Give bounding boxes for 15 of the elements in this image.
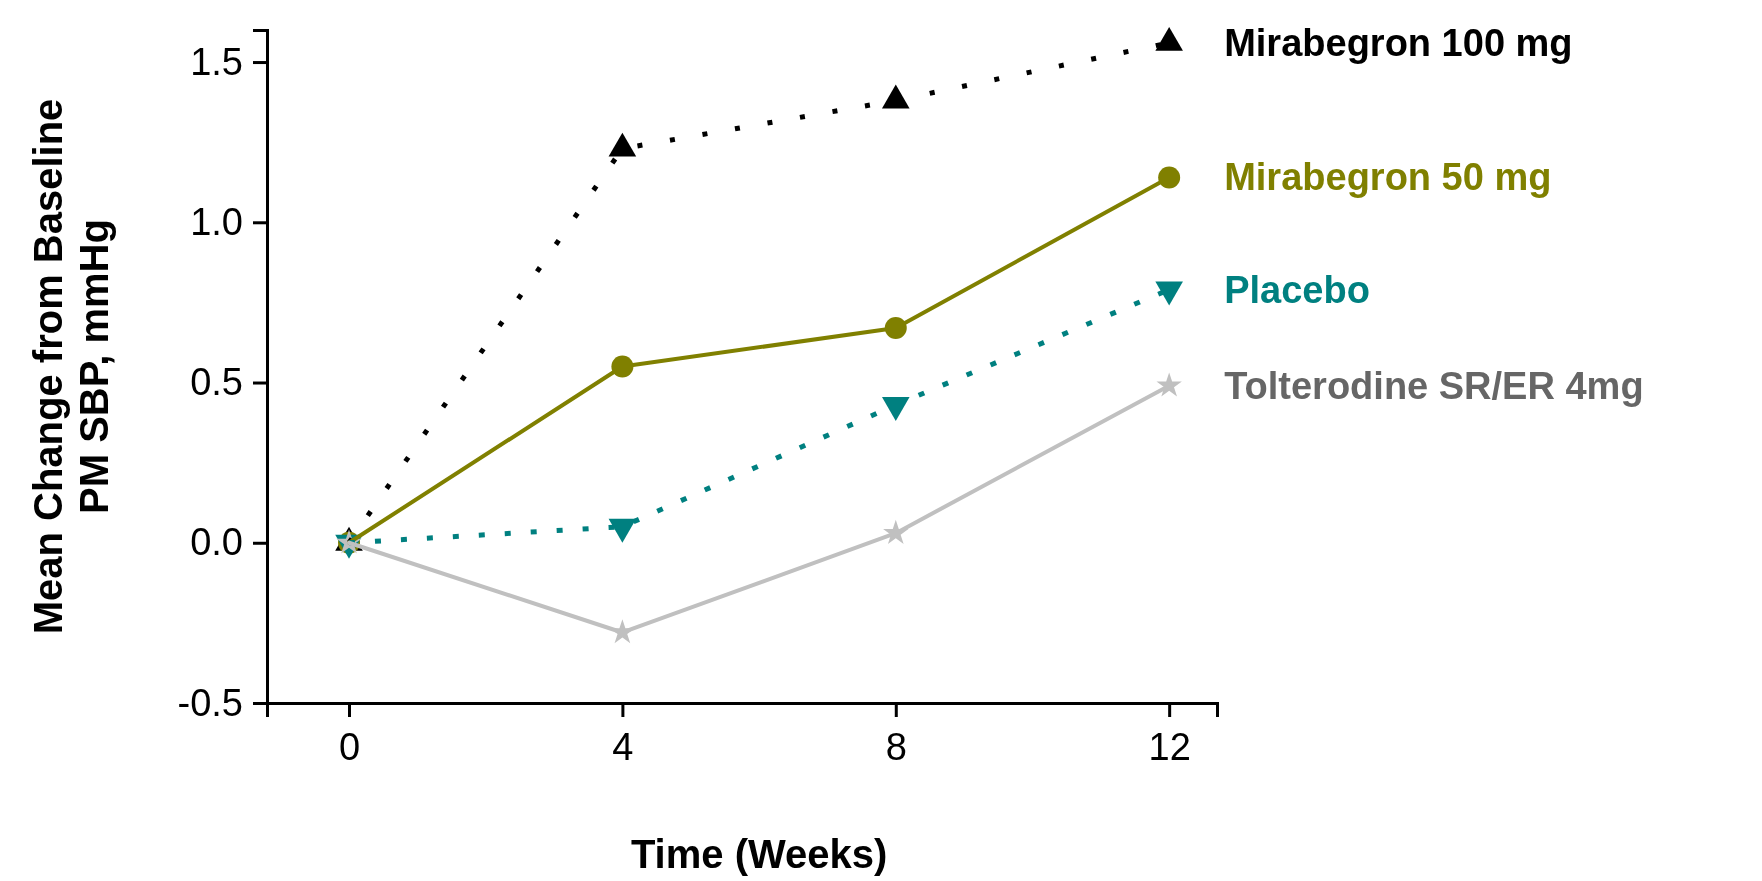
series-label: Tolterodine SR/ER 4mg	[1224, 364, 1644, 407]
y-tick-label: 1.0	[190, 200, 243, 243]
x-tick-label: 0	[338, 725, 361, 768]
series-label: Placebo	[1224, 268, 1370, 311]
y-axis-title: Mean Change from Baseline PM SBP, mmHg	[26, 98, 116, 635]
series-label: Mirabegron 50 mg	[1224, 156, 1552, 199]
series-label: Mirabegron 100 mg	[1224, 21, 1573, 64]
y-tick-label: 0.5	[190, 361, 243, 404]
y-tick-label: -0.5	[177, 681, 243, 724]
y-tick-label: 1.5	[190, 40, 243, 83]
x-tick-label: 8	[885, 725, 907, 768]
x-tick-label: 4	[612, 725, 634, 768]
x-axis-title: Time (Weeks)	[630, 832, 888, 876]
y-tick-label: 0.0	[190, 521, 243, 564]
x-tick-label: 12	[1148, 725, 1191, 768]
